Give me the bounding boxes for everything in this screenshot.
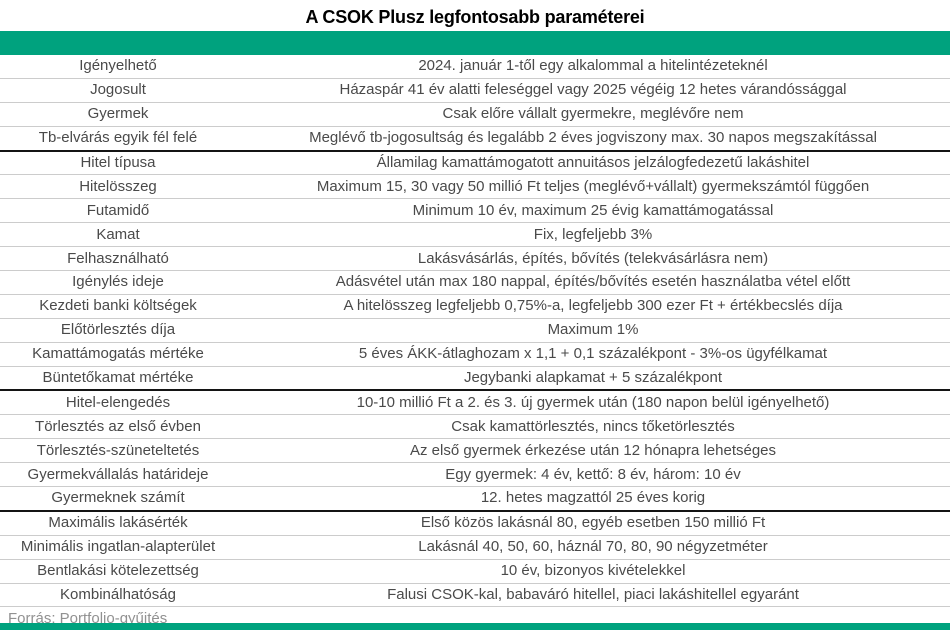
table-row: Futamidő Minimum 10 év, maximum 25 évig … bbox=[0, 198, 950, 224]
table-row: Igénylés ideje Adásvétel után max 180 na… bbox=[0, 270, 950, 295]
table-row: Tb-elvárás egyik fél felé Meglévő tb-jog… bbox=[0, 126, 950, 152]
row-label: Törlesztés az első évben bbox=[0, 414, 236, 440]
table-row: Igényelhető 2024. január 1-től egy alkal… bbox=[0, 55, 950, 79]
row-label: Gyermeknek számít bbox=[0, 486, 236, 512]
table-row: Hitelösszeg Maximum 15, 30 vagy 50 milli… bbox=[0, 174, 950, 200]
table-row: Hitel típusa Államilag kamattámogatott a… bbox=[0, 150, 950, 176]
row-label: Futamidő bbox=[0, 198, 236, 224]
table-row: Bentlakási kötelezettség 10 év, bizonyos… bbox=[0, 559, 950, 584]
row-value: Államilag kamattámogatott annuitásos jel… bbox=[236, 150, 950, 176]
row-label: Előtörlesztés díja bbox=[0, 318, 236, 343]
row-label: Bentlakási kötelezettség bbox=[0, 559, 236, 584]
table-row: Büntetőkamat mértéke Jegybanki alapkamat… bbox=[0, 366, 950, 392]
row-value: 12. hetes magzattól 25 éves korig bbox=[236, 486, 950, 512]
row-value: Lakásvásárlás, építés, bővítés (telekvás… bbox=[236, 246, 950, 272]
row-value: A hitelösszeg legfeljebb 0,75%-a, legfel… bbox=[236, 294, 950, 319]
table-row: Hitel-elengedés 10-10 millió Ft a 2. és … bbox=[0, 390, 950, 416]
row-value: Minimum 10 év, maximum 25 évig kamattámo… bbox=[236, 198, 950, 224]
table-body: Igényelhető 2024. január 1-től egy alkal… bbox=[0, 55, 950, 608]
row-value: Jegybanki alapkamat + 5 százalékpont bbox=[236, 366, 950, 392]
row-label: Igénylés ideje bbox=[0, 270, 236, 295]
row-label: Kezdeti banki költségek bbox=[0, 294, 236, 319]
row-value: Lakásnál 40, 50, 60, háznál 70, 80, 90 n… bbox=[236, 535, 950, 560]
table-row: Kezdeti banki költségek A hitelösszeg le… bbox=[0, 294, 950, 319]
page-title: A CSOK Plusz legfontosabb paraméterei bbox=[305, 7, 645, 27]
row-label: Kamat bbox=[0, 222, 236, 248]
row-label: Minimális ingatlan-alapterület bbox=[0, 535, 236, 560]
row-value: 10-10 millió Ft a 2. és 3. új gyermek ut… bbox=[236, 390, 950, 416]
table-row: Gyermekvállalás határideje Egy gyermek: … bbox=[0, 462, 950, 488]
row-value: 5 éves ÁKK-átlaghozam x 1,1 + 0,1 százal… bbox=[236, 342, 950, 367]
row-label: Kamattámogatás mértéke bbox=[0, 342, 236, 367]
row-label: Gyermekvállalás határideje bbox=[0, 462, 236, 488]
row-label: Kombinálhatóság bbox=[0, 583, 236, 608]
table-row: Gyermek Csak előre vállalt gyermekre, me… bbox=[0, 102, 950, 127]
row-value: Egy gyermek: 4 év, kettő: 8 év, három: 1… bbox=[236, 462, 950, 488]
row-value: Csak kamattörlesztés, nincs tőketörleszt… bbox=[236, 414, 950, 440]
row-value: Maximum 15, 30 vagy 50 millió Ft teljes … bbox=[236, 174, 950, 200]
table-row: Gyermeknek számít 12. hetes magzattól 25… bbox=[0, 486, 950, 512]
row-label: Tb-elvárás egyik fél felé bbox=[0, 126, 236, 152]
row-value: Adásvétel után max 180 nappal, építés/bő… bbox=[236, 270, 950, 295]
table-row: Maximális lakásérték Első közös lakásnál… bbox=[0, 510, 950, 536]
row-label: Jogosult bbox=[0, 78, 236, 103]
table-row: Törlesztés-szüneteltetés Az első gyermek… bbox=[0, 438, 950, 464]
row-value: 2024. január 1-től egy alkalommal a hite… bbox=[236, 55, 950, 79]
row-label: Maximális lakásérték bbox=[0, 510, 236, 536]
row-label: Igényelhető bbox=[0, 55, 236, 79]
row-label: Törlesztés-szüneteltetés bbox=[0, 438, 236, 464]
row-label: Hitelösszeg bbox=[0, 174, 236, 200]
table-header-bar bbox=[0, 31, 950, 55]
params-table: Igényelhető 2024. január 1-től egy alkal… bbox=[0, 55, 950, 608]
row-value: Falusi CSOK-kal, babaváró hitellel, piac… bbox=[236, 583, 950, 608]
row-label: Büntetőkamat mértéke bbox=[0, 366, 236, 392]
row-value: Házaspár 41 év alatti feleséggel vagy 20… bbox=[236, 78, 950, 103]
row-label: Hitel típusa bbox=[0, 150, 236, 176]
table-row: Előtörlesztés díja Maximum 1% bbox=[0, 318, 950, 343]
row-label: Felhasználható bbox=[0, 246, 236, 272]
table-row: Felhasználható Lakásvásárlás, építés, bő… bbox=[0, 246, 950, 272]
table-row: Minimális ingatlan-alapterület Lakásnál … bbox=[0, 535, 950, 560]
table-row: Kamattámogatás mértéke 5 éves ÁKK-átlagh… bbox=[0, 342, 950, 367]
table-row: Jogosult Házaspár 41 év alatti feleségge… bbox=[0, 78, 950, 103]
row-label: Gyermek bbox=[0, 102, 236, 127]
table-row: Törlesztés az első évben Csak kamattörle… bbox=[0, 414, 950, 440]
row-label: Hitel-elengedés bbox=[0, 390, 236, 416]
row-value: Fix, legfeljebb 3% bbox=[236, 222, 950, 248]
bottom-accent-bar bbox=[0, 623, 950, 630]
row-value: Maximum 1% bbox=[236, 318, 950, 343]
row-value: Az első gyermek érkezése után 12 hónapra… bbox=[236, 438, 950, 464]
row-value: Meglévő tb-jogosultság és legalább 2 éve… bbox=[236, 126, 950, 152]
table-row: Kamat Fix, legfeljebb 3% bbox=[0, 222, 950, 248]
table-row: Kombinálhatóság Falusi CSOK-kal, babavár… bbox=[0, 583, 950, 608]
row-value: 10 év, bizonyos kivételekkel bbox=[236, 559, 950, 584]
row-value: Csak előre vállalt gyermekre, meglévőre … bbox=[236, 102, 950, 127]
row-value: Első közös lakásnál 80, egyéb esetben 15… bbox=[236, 510, 950, 536]
